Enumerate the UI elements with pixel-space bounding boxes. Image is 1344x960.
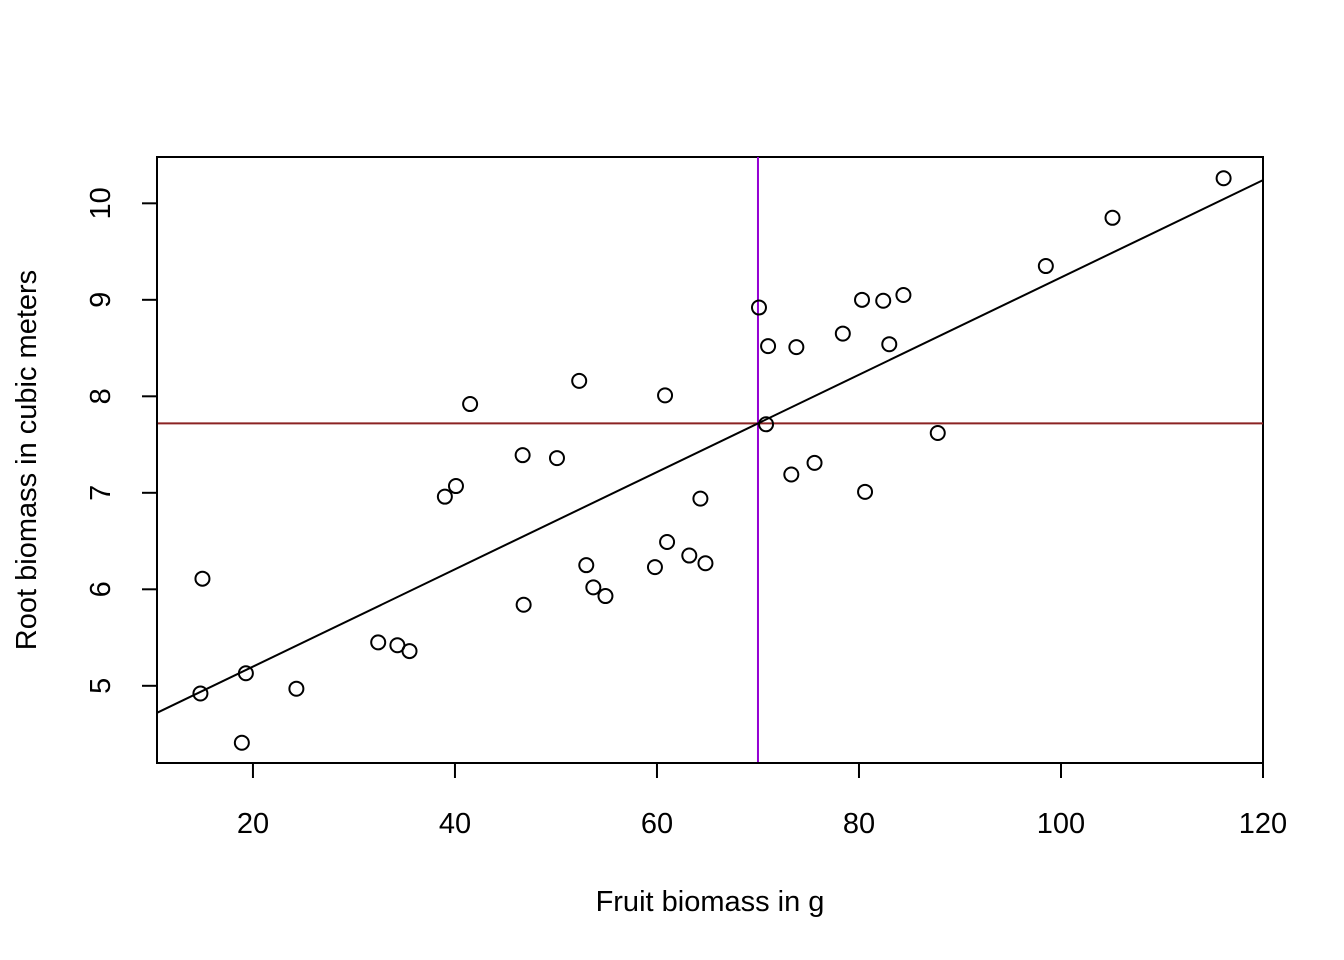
data-point bbox=[436, 488, 453, 505]
data-point bbox=[657, 387, 674, 404]
data-point bbox=[401, 643, 418, 660]
x-tick-label: 40 bbox=[439, 808, 471, 840]
x-axis-label: Fruit biomass in g bbox=[596, 886, 825, 918]
data-point bbox=[783, 466, 800, 483]
data-point bbox=[834, 325, 851, 342]
data-point bbox=[760, 338, 777, 355]
data-point bbox=[194, 570, 211, 587]
y-axis: 5 6 7 8 9 10 bbox=[85, 187, 158, 694]
data-point bbox=[788, 339, 805, 356]
regression-line bbox=[156, 179, 1264, 714]
data-point bbox=[1037, 258, 1054, 275]
data-point bbox=[806, 454, 823, 471]
data-point bbox=[237, 665, 254, 682]
data-point bbox=[462, 396, 479, 413]
data-points bbox=[192, 170, 1232, 751]
data-point bbox=[288, 680, 305, 697]
data-point bbox=[758, 416, 775, 433]
data-point bbox=[1104, 209, 1121, 226]
y-tick-label: 7 bbox=[85, 485, 117, 501]
data-point bbox=[233, 734, 250, 751]
y-tick-label: 8 bbox=[85, 388, 117, 404]
data-point bbox=[571, 372, 588, 389]
data-point bbox=[192, 685, 209, 702]
data-point bbox=[857, 483, 874, 500]
x-tick-label: 100 bbox=[1037, 808, 1085, 840]
data-point bbox=[875, 292, 892, 309]
data-point bbox=[881, 336, 898, 353]
data-point bbox=[597, 588, 614, 605]
data-point bbox=[370, 634, 387, 651]
data-point bbox=[585, 579, 602, 596]
x-tick-label: 80 bbox=[843, 808, 875, 840]
data-point bbox=[750, 299, 767, 316]
y-tick-label: 6 bbox=[85, 581, 117, 597]
data-point bbox=[697, 555, 714, 572]
x-tick-label: 120 bbox=[1239, 808, 1287, 840]
data-point bbox=[646, 559, 663, 576]
x-tick-label: 20 bbox=[237, 808, 269, 840]
data-point bbox=[515, 596, 532, 613]
data-point bbox=[447, 478, 464, 495]
data-point bbox=[854, 291, 871, 308]
reference-lines bbox=[156, 157, 1264, 763]
data-point bbox=[692, 490, 709, 507]
data-point bbox=[514, 447, 531, 464]
y-axis-label: Root biomass in cubic meters bbox=[11, 270, 43, 650]
x-axis: 20 40 60 80 100 120 bbox=[237, 762, 1287, 840]
data-point bbox=[1215, 170, 1232, 187]
data-point bbox=[659, 534, 676, 551]
data-point bbox=[548, 450, 565, 467]
data-point bbox=[929, 424, 946, 441]
data-point bbox=[681, 547, 698, 564]
plot-frame bbox=[156, 156, 1264, 764]
x-tick-label: 60 bbox=[641, 808, 673, 840]
y-tick-label: 9 bbox=[85, 292, 117, 308]
data-point bbox=[578, 557, 595, 574]
data-point bbox=[895, 286, 912, 303]
y-tick-label: 5 bbox=[85, 678, 117, 694]
y-tick-label: 10 bbox=[85, 187, 117, 219]
